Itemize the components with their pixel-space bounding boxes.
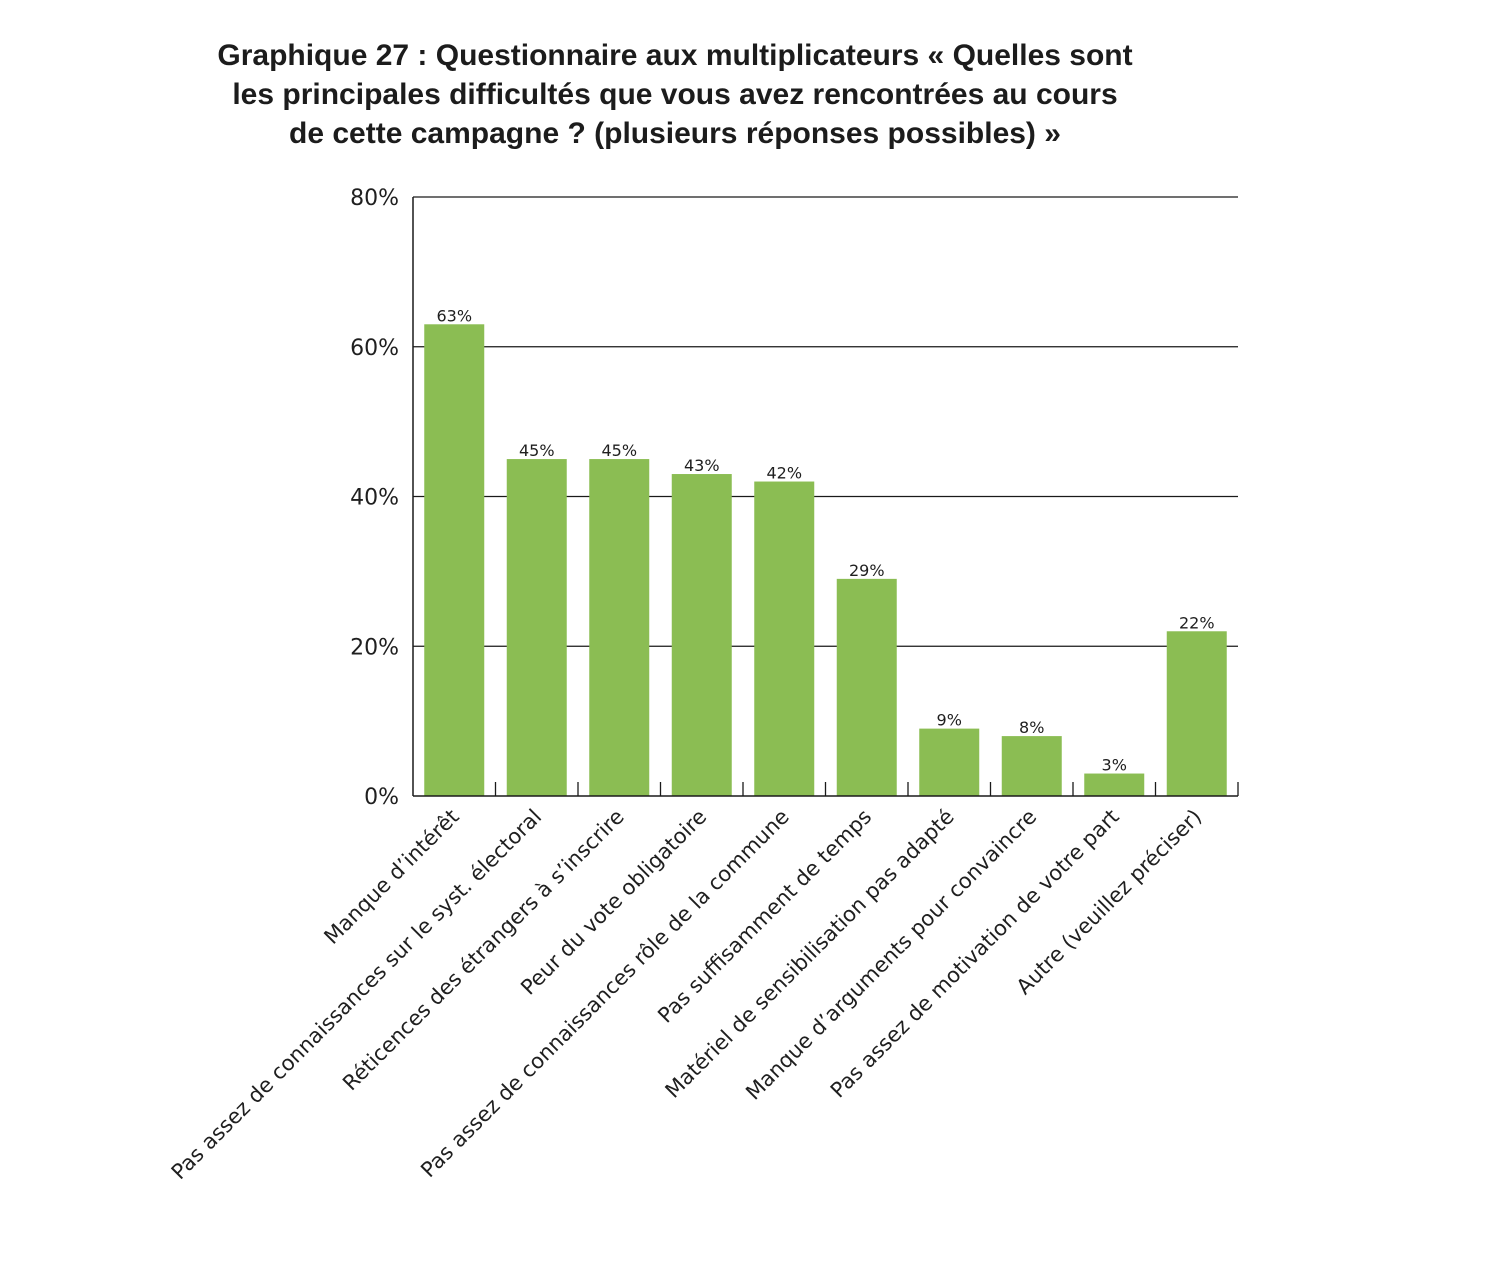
bar xyxy=(919,728,980,796)
category-label: Manque d’intérêt xyxy=(319,805,463,949)
bar xyxy=(1084,773,1145,796)
category-label: Manque d’arguments pour convaincre xyxy=(741,805,1041,1105)
category-label: Pas assez de connaissances sur le syst. … xyxy=(167,805,547,1185)
bar-value-label: 22% xyxy=(1179,613,1215,632)
chart-title-line-2: les principales difficultés que vous ave… xyxy=(232,78,1118,111)
bar-value-label: 45% xyxy=(601,441,637,460)
bar xyxy=(589,459,650,796)
bar xyxy=(671,474,732,796)
y-tick-label: 60% xyxy=(350,336,399,361)
chart-title-line-1: Graphique 27 : Questionnaire aux multipl… xyxy=(217,39,1133,72)
axes xyxy=(412,197,1239,797)
bar xyxy=(1001,736,1062,796)
bar xyxy=(506,459,567,796)
bar-value-label: 43% xyxy=(684,456,720,475)
bar xyxy=(424,324,485,796)
bar-value-label: 63% xyxy=(436,306,472,325)
chart-title-line-3: de cette campagne ? (plusieurs réponses … xyxy=(289,117,1061,150)
bar xyxy=(836,578,897,796)
category-label: Matériel de sensibilisation pas adapté xyxy=(661,805,959,1103)
chart-title: Graphique 27 : Questionnaire aux multipl… xyxy=(130,36,1220,153)
bar-value-label: 29% xyxy=(849,561,885,580)
y-tick-label: 40% xyxy=(350,486,399,511)
bar-value-label: 45% xyxy=(519,441,555,460)
bar-value-label: 8% xyxy=(1019,718,1044,737)
bar-value-label: 3% xyxy=(1102,756,1127,775)
bar-value-label: 42% xyxy=(766,464,802,483)
bar-value-label: 9% xyxy=(937,711,962,730)
category-label: Réticences des étrangers à s’inscrire xyxy=(338,805,629,1096)
y-tick-label: 80% xyxy=(350,186,399,211)
bars xyxy=(424,324,1227,796)
category-label: Pas assez de motivation de votre part xyxy=(826,805,1124,1103)
bar xyxy=(754,481,815,796)
bar xyxy=(1166,631,1227,796)
y-tick-label: 20% xyxy=(350,635,399,660)
y-tick-label: 0% xyxy=(364,785,399,810)
